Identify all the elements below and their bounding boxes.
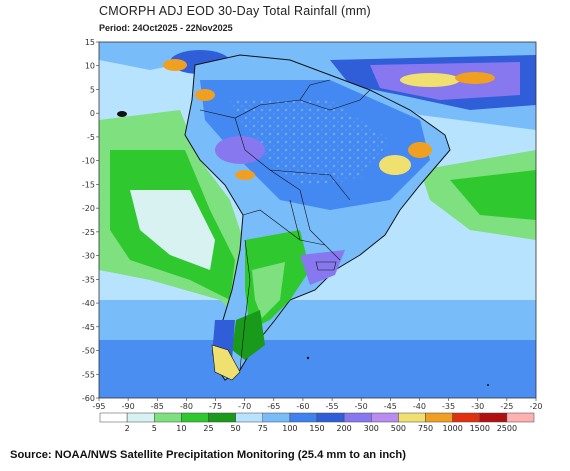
latitude-axis: 15 10 5 0 -5 -10 -15 -20 -25 -30 -35 -40 -45 -50 -55 -6… (82, 38, 99, 403)
argentina-very-dry (252, 262, 285, 318)
legend-swatch (371, 412, 399, 423)
lon-tick-label: -90 (122, 402, 135, 411)
legend-swatch (316, 412, 345, 423)
legend-label: 10 (176, 424, 186, 433)
legend-swatch (235, 412, 263, 423)
pacific-very-dry (130, 190, 215, 270)
map-plot-area (99, 42, 536, 398)
legend-swatch (479, 412, 508, 423)
lat-tick-label: -5 (87, 133, 95, 142)
lon-tick-label: -35 (442, 402, 455, 411)
lon-tick-label: -50 (355, 402, 368, 411)
itcz-extreme-1 (400, 73, 460, 87)
rainfall-map: 151050-5-10-15-20-25-30-35-40-45-50-55-6… (82, 38, 543, 433)
legend-swatch (506, 412, 535, 423)
falkland-islands (306, 356, 310, 360)
legend-label: 150 (309, 424, 324, 433)
rio-de-la-plata (315, 261, 337, 271)
legend-label: 200 (336, 424, 351, 433)
lat-tick-label: -10 (82, 157, 95, 166)
legend-label: 100 (282, 424, 297, 433)
andes-extreme (235, 170, 255, 180)
amazon-texture (230, 100, 390, 185)
south-chile-extreme (211, 344, 241, 381)
lon-tick-label: -30 (471, 402, 484, 411)
galapagos-islands (117, 111, 127, 117)
lat-tick-label: -20 (82, 204, 95, 213)
legend-swatch (452, 412, 480, 423)
period-text: Period: 24Oct2025 - 22Nov2025 (99, 23, 233, 33)
legend-label: 50 (231, 424, 241, 433)
lat-tick-label: -40 (82, 299, 95, 308)
lon-tick-label: -60 (296, 402, 309, 411)
legend-label: 2500 (497, 424, 517, 433)
lat-tick-label: 5 (90, 85, 95, 94)
lat-tick-label: 0 (90, 109, 95, 118)
legend-label: 75 (258, 424, 268, 433)
legend-swatch (425, 412, 453, 423)
colombia-extreme (195, 89, 215, 101)
lat-tick-label: 15 (85, 38, 95, 47)
map-title: CMORPH ADJ EOD 30-Day Total Rainfall (mm… (99, 4, 371, 18)
legend-label: 500 (391, 424, 406, 433)
legend-label: 300 (364, 424, 379, 433)
legend-label: 1000 (442, 424, 462, 433)
andes-rain (215, 136, 265, 164)
legend-swatch (398, 412, 426, 423)
legend-swatch (289, 412, 318, 423)
southern-ocean-heavy (99, 340, 536, 398)
south-georgia (487, 384, 489, 386)
legend-swatch (208, 412, 236, 423)
lon-tick-label: -80 (180, 402, 193, 411)
atlantic-driest (450, 170, 536, 220)
legend-label: 1500 (470, 424, 490, 433)
lat-tick-label: -50 (82, 347, 95, 356)
legend-label: 750 (418, 424, 433, 433)
lat-tick-label: -55 (82, 370, 95, 379)
period-value: 24Oct2025 - 22Nov2025 (132, 23, 233, 33)
lon-tick-label: -25 (500, 402, 513, 411)
plot-frame (98, 41, 537, 399)
lat-tick-label: 10 (85, 62, 95, 71)
lon-tick-label: -40 (413, 402, 426, 411)
period-label: Period: (99, 23, 131, 33)
patagonia-dry (232, 310, 265, 360)
lon-tick-label: -20 (529, 402, 542, 411)
lon-tick-label: -85 (151, 402, 164, 411)
legend-swatch (343, 412, 372, 423)
lon-tick-label: -95 (92, 402, 105, 411)
legend-swatch (181, 412, 209, 423)
legend-swatch (126, 412, 155, 423)
legend-label: 2 (125, 424, 130, 433)
itcz-extreme-2 (455, 72, 495, 84)
lat-tick-label: -15 (82, 180, 95, 189)
lon-tick-label: -55 (326, 402, 339, 411)
lat-tick-label: -35 (82, 275, 95, 284)
lon-tick-label: -75 (209, 402, 222, 411)
source-caption: Source: NOAA/NWS Satellite Precipitation… (10, 449, 406, 461)
legend-swatch (154, 412, 182, 423)
lon-tick-label: -45 (384, 402, 397, 411)
legend-label: 5 (152, 424, 157, 433)
lat-tick-label: -25 (82, 228, 95, 237)
legend-swatch (99, 412, 128, 423)
lat-tick-label: -60 (82, 394, 95, 403)
color-legend: 2 5 10 25 50 75 100 150 200 300 500 750 1000 1500 2500 (99, 412, 535, 433)
lat-tick-label: -45 (82, 323, 95, 332)
lat-tick-label: -30 (82, 252, 95, 261)
lon-tick-label: -65 (267, 402, 280, 411)
brazil-extreme (379, 155, 411, 175)
legend-label: 25 (203, 424, 213, 433)
legend-swatch (262, 412, 291, 423)
panama-extreme (163, 59, 187, 71)
uruguay-rain (300, 250, 345, 285)
ne-brazil-extreme (408, 142, 432, 158)
longitude-axis: -95 -90 -85 -80 -75 -70 -65 -60 -55 -50 -45 -40 -35 -… (92, 398, 543, 411)
lon-tick-label: -70 (238, 402, 251, 411)
country-borders (199, 79, 371, 371)
